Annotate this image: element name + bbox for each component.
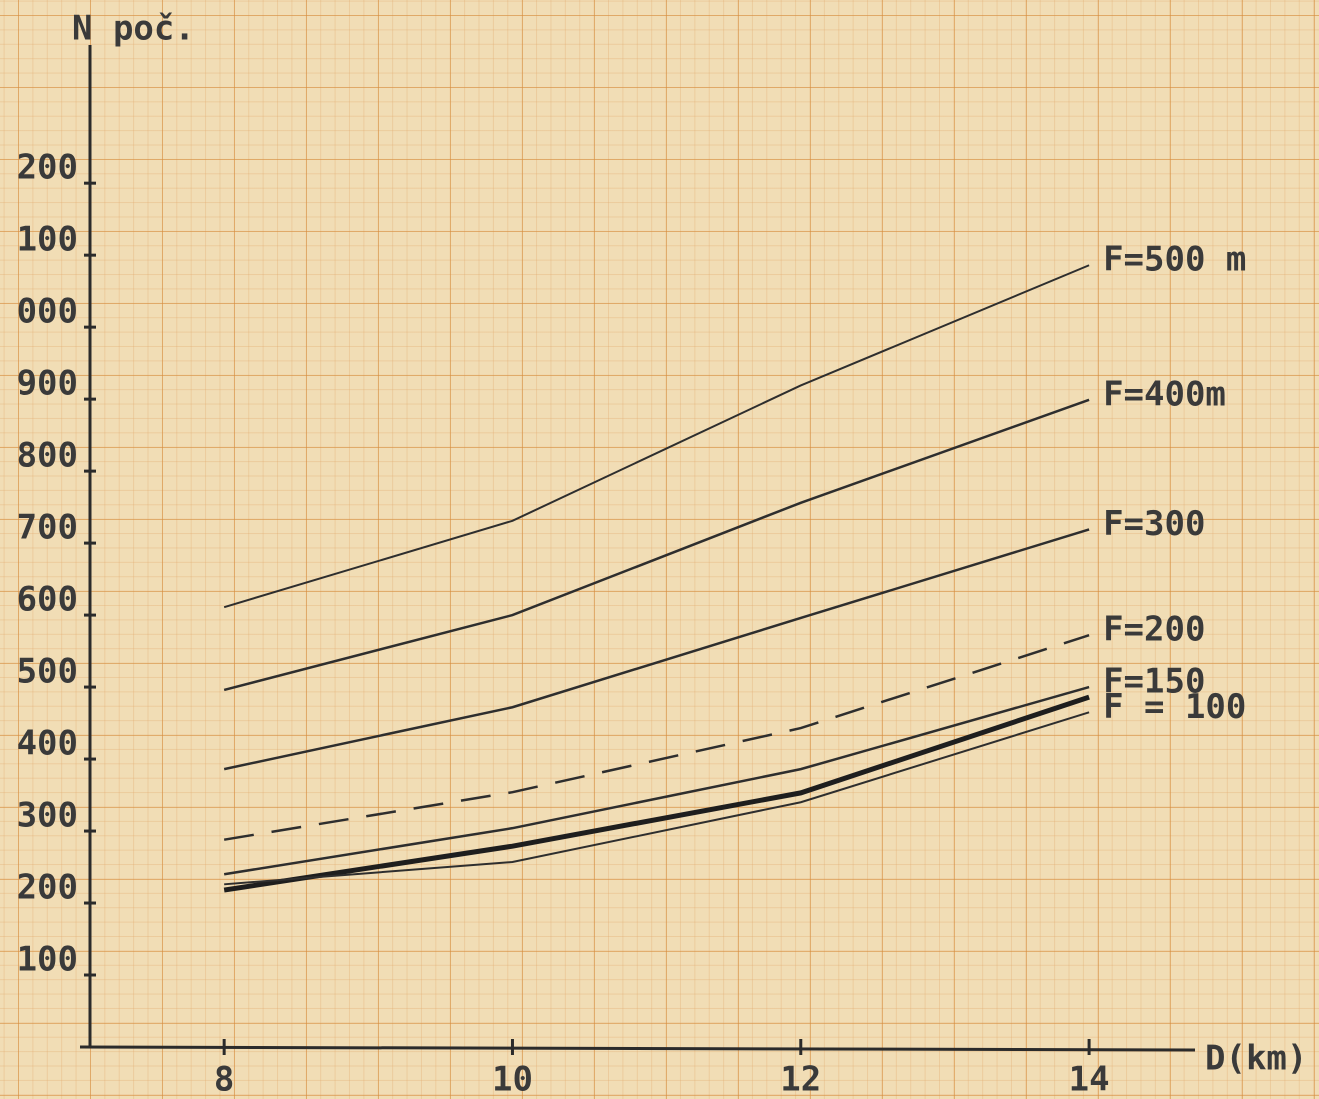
y-tick-label: 100 xyxy=(17,220,78,260)
y-tick-label: 300 xyxy=(17,796,78,836)
y-tick-label: 400 xyxy=(17,724,78,764)
series-line xyxy=(224,265,1089,607)
x-tick-label: 8 xyxy=(214,1060,234,1099)
y-tick-label: 200 xyxy=(17,868,78,908)
series-label: F=200 xyxy=(1103,610,1205,650)
y-tick-label: 700 xyxy=(17,508,78,548)
y-tick-label: 000 xyxy=(17,292,78,332)
series-line xyxy=(224,635,1089,839)
series-line xyxy=(224,400,1089,690)
series-line xyxy=(224,529,1089,769)
y-axis-label: N poč. xyxy=(72,9,195,49)
series-label: F = 100 xyxy=(1103,687,1246,727)
y-tick-label: 100 xyxy=(17,940,78,980)
series-label: F=300 xyxy=(1103,504,1205,544)
x-tick-label: 10 xyxy=(492,1060,533,1099)
series-label: F=400m xyxy=(1103,374,1226,414)
x-axis-label: D(km) xyxy=(1205,1039,1307,1079)
series-line xyxy=(224,687,1089,874)
series-line xyxy=(224,697,1089,890)
chart: N poč. D(km) 100 200 300 400 500 600 700 800 900… xyxy=(0,0,1319,1099)
series-label: F=500 m xyxy=(1103,240,1246,280)
y-tick-label: 800 xyxy=(17,436,78,476)
y-tick-label: 600 xyxy=(17,580,78,620)
y-tick-label: 200 xyxy=(17,148,78,188)
y-tick-label: 900 xyxy=(17,364,78,404)
x-tick-label: 14 xyxy=(1069,1060,1110,1099)
x-tick-label: 12 xyxy=(780,1060,821,1099)
x-axis xyxy=(80,1047,1195,1050)
y-tick-label: 500 xyxy=(17,652,78,692)
